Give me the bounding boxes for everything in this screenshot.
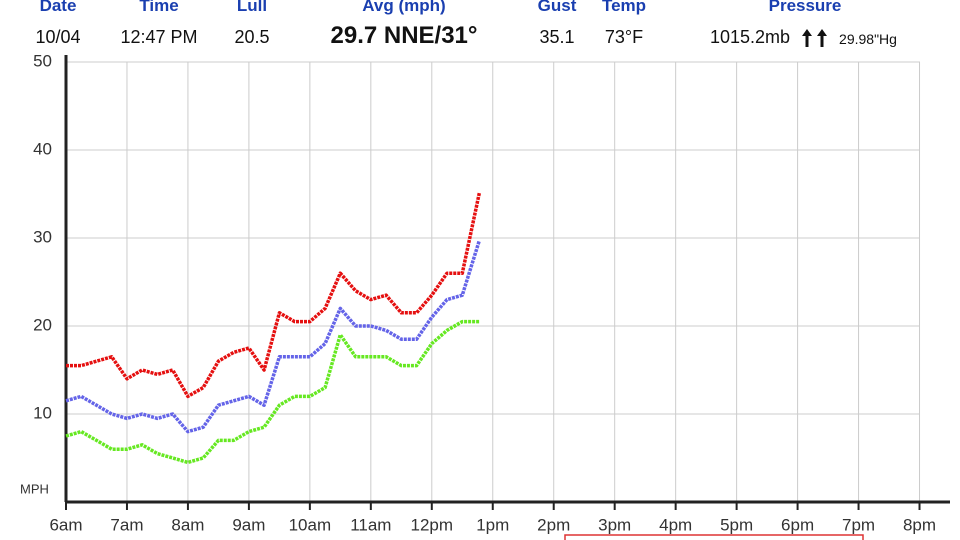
x-tick-label: 3pm bbox=[598, 515, 631, 534]
column-label: Avg (mph) bbox=[362, 0, 446, 15]
x-tick-label: 11am bbox=[350, 515, 391, 534]
x-tick-label: 6pm bbox=[781, 515, 814, 534]
date-value: 10/04 bbox=[35, 27, 81, 47]
x-tick-label: 7pm bbox=[842, 515, 875, 534]
x-tick-label: 2pm bbox=[537, 515, 570, 534]
y-tick-label: 20 bbox=[33, 315, 52, 334]
x-tick-label: 12pm bbox=[411, 515, 454, 534]
lull-value: 20.5 bbox=[234, 27, 270, 47]
column-label: Date bbox=[39, 0, 77, 15]
temp-value: 73°F bbox=[604, 27, 644, 47]
x-tick-label: 4pm bbox=[659, 515, 692, 534]
series-line bbox=[66, 192, 482, 399]
column-label: Pressure bbox=[768, 0, 842, 15]
series-line bbox=[65, 240, 481, 434]
pressure-secondary: 29.98"Hg bbox=[839, 31, 897, 47]
y-tick-label: 30 bbox=[33, 227, 52, 246]
decor-box bbox=[564, 534, 864, 540]
time-value: 12:47 PM bbox=[120, 27, 198, 47]
x-tick-label: 6am bbox=[49, 515, 82, 534]
x-tick-label: 8am bbox=[171, 515, 204, 534]
x-tick-label: 9am bbox=[232, 515, 265, 534]
y-tick-label: 10 bbox=[33, 403, 52, 422]
avg-value: 29.7 NNE/31° bbox=[330, 22, 478, 49]
column-label: Gust bbox=[537, 0, 577, 15]
x-tick-label: 10am bbox=[289, 515, 332, 534]
column-label: Time bbox=[139, 0, 179, 15]
x-tick-label: 5pm bbox=[720, 515, 753, 534]
series-line bbox=[65, 319, 480, 465]
x-tick-label: 8pm bbox=[903, 515, 936, 534]
x-tick-label: 1pm bbox=[476, 515, 509, 534]
column-label: Lull bbox=[236, 0, 268, 15]
pressure-value: 1015.2mb bbox=[709, 27, 791, 47]
y-tick-label: 40 bbox=[33, 139, 52, 158]
gust-value: 35.1 bbox=[539, 27, 575, 47]
column-label: Temp bbox=[601, 0, 647, 15]
x-tick-label: 7am bbox=[110, 515, 143, 534]
pressure-trend-arrows bbox=[802, 29, 827, 47]
y-axis-label: MPH bbox=[20, 481, 49, 496]
y-tick-label: 50 bbox=[33, 51, 52, 70]
